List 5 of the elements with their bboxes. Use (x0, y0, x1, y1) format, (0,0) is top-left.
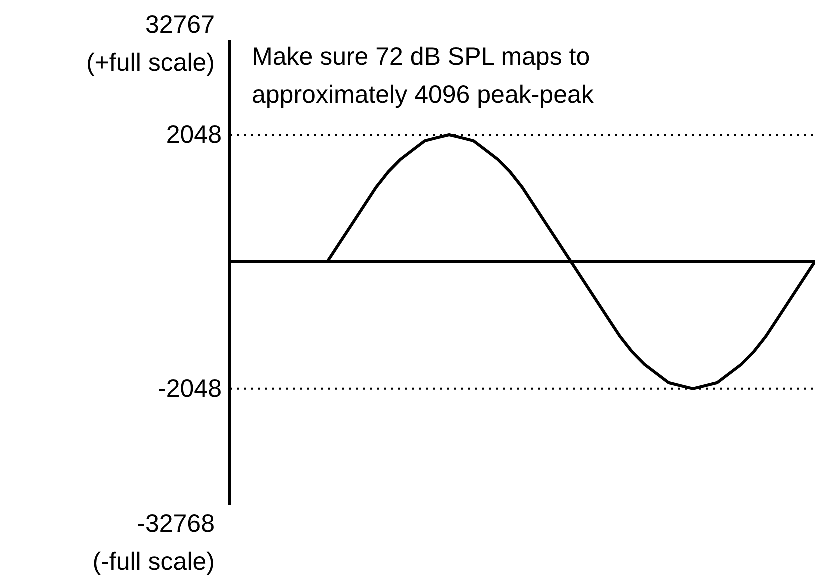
y-tick-label: -2048 (158, 374, 222, 403)
annotation: Make sure 72 dB SPL maps to approximately 4096 peak-peak (252, 42, 595, 111)
text: -32768 (-full scale) (92, 509, 215, 578)
y-tick-label: 2048 (166, 120, 222, 149)
text: 32767 (+full scale) (85, 10, 215, 79)
